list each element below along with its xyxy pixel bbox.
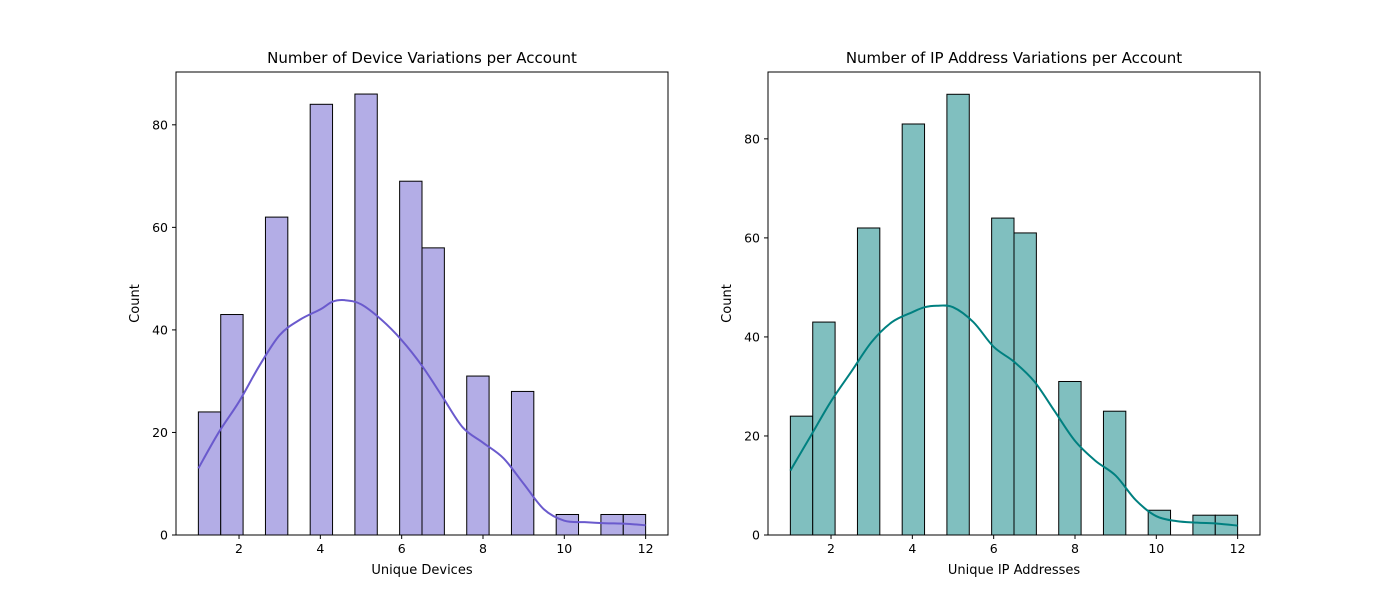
ip-y-tick-label: 40 bbox=[744, 329, 760, 344]
device-y-tick-label: 0 bbox=[160, 528, 168, 543]
device-x-tick-label: 2 bbox=[235, 541, 243, 556]
device-kde-curve bbox=[197, 299, 646, 527]
ip-bar-0 bbox=[789, 415, 814, 536]
device-bar-8 bbox=[510, 390, 535, 536]
device-bar-7 bbox=[466, 375, 490, 536]
ip-x-tick-label: 6 bbox=[990, 541, 998, 556]
ip-x-tick-label: 8 bbox=[1071, 541, 1079, 556]
device-bar-3 bbox=[309, 103, 334, 536]
device-bar-6 bbox=[421, 247, 445, 536]
ip-bar-6 bbox=[1013, 232, 1037, 536]
ip-bar-10 bbox=[1192, 514, 1216, 536]
ip-y-ticks: 0 20 40 60 80 bbox=[744, 131, 768, 543]
ip-bar-8 bbox=[1102, 410, 1127, 536]
device-x-ticks: 2 4 6 8 10 12 bbox=[235, 535, 654, 556]
ip-y-tick-label: 80 bbox=[744, 131, 760, 146]
device-bar-9 bbox=[555, 513, 580, 536]
device-x-tick-label: 8 bbox=[479, 541, 487, 556]
ip-x-tick-label: 4 bbox=[908, 541, 916, 556]
ip-bar-5 bbox=[991, 217, 1015, 536]
ip-x-ticks: 2 4 6 8 10 12 bbox=[827, 535, 1246, 556]
ip-plot-frame bbox=[767, 71, 1261, 536]
device-bar-2 bbox=[264, 216, 289, 536]
device-variations-chart: 2 4 6 8 10 12 0 20 40 60 80 Number of Device Vari… bbox=[128, 49, 669, 578]
device-y-axis-label: Count bbox=[128, 284, 143, 323]
device-x-axis-label: Unique Devices bbox=[371, 563, 472, 578]
ip-y-tick-label: 0 bbox=[752, 528, 760, 543]
device-histogram-bars bbox=[197, 93, 647, 536]
ip-y-tick-label: 60 bbox=[744, 230, 760, 245]
device-x-tick-label: 4 bbox=[316, 541, 324, 556]
device-plot-frame bbox=[175, 71, 669, 536]
device-y-tick-label: 40 bbox=[152, 322, 168, 337]
device-chart-title: Number of Device Variations per Account bbox=[267, 49, 577, 67]
ip-bar-7 bbox=[1058, 380, 1082, 536]
ip-x-axis-label: Unique IP Addresses bbox=[948, 563, 1081, 578]
ip-chart-title: Number of IP Address Variations per Acco… bbox=[846, 49, 1182, 67]
device-y-ticks: 0 20 40 60 80 bbox=[152, 117, 176, 543]
ip-variations-chart: 2 4 6 8 10 12 0 20 40 60 80 Number of IP Address … bbox=[720, 49, 1261, 578]
ip-x-tick-label: 2 bbox=[827, 541, 835, 556]
device-bar-10 bbox=[600, 513, 624, 536]
device-x-tick-label: 10 bbox=[556, 541, 572, 556]
device-y-tick-label: 20 bbox=[152, 425, 168, 440]
ip-kde-curve bbox=[789, 304, 1238, 527]
device-bar-5 bbox=[399, 180, 423, 536]
ip-histogram-bars bbox=[789, 93, 1239, 536]
device-y-tick-label: 80 bbox=[152, 117, 168, 132]
device-y-tick-label: 60 bbox=[152, 220, 168, 235]
device-x-tick-label: 6 bbox=[398, 541, 406, 556]
ip-bar-2 bbox=[856, 227, 881, 536]
ip-x-tick-label: 12 bbox=[1230, 541, 1246, 556]
device-x-tick-label: 12 bbox=[638, 541, 654, 556]
device-bar-0 bbox=[197, 411, 222, 536]
ip-y-axis-label: Count bbox=[720, 284, 735, 323]
ip-y-tick-label: 20 bbox=[744, 428, 760, 443]
ip-bar-3 bbox=[901, 123, 926, 536]
ip-x-tick-label: 10 bbox=[1148, 541, 1164, 556]
